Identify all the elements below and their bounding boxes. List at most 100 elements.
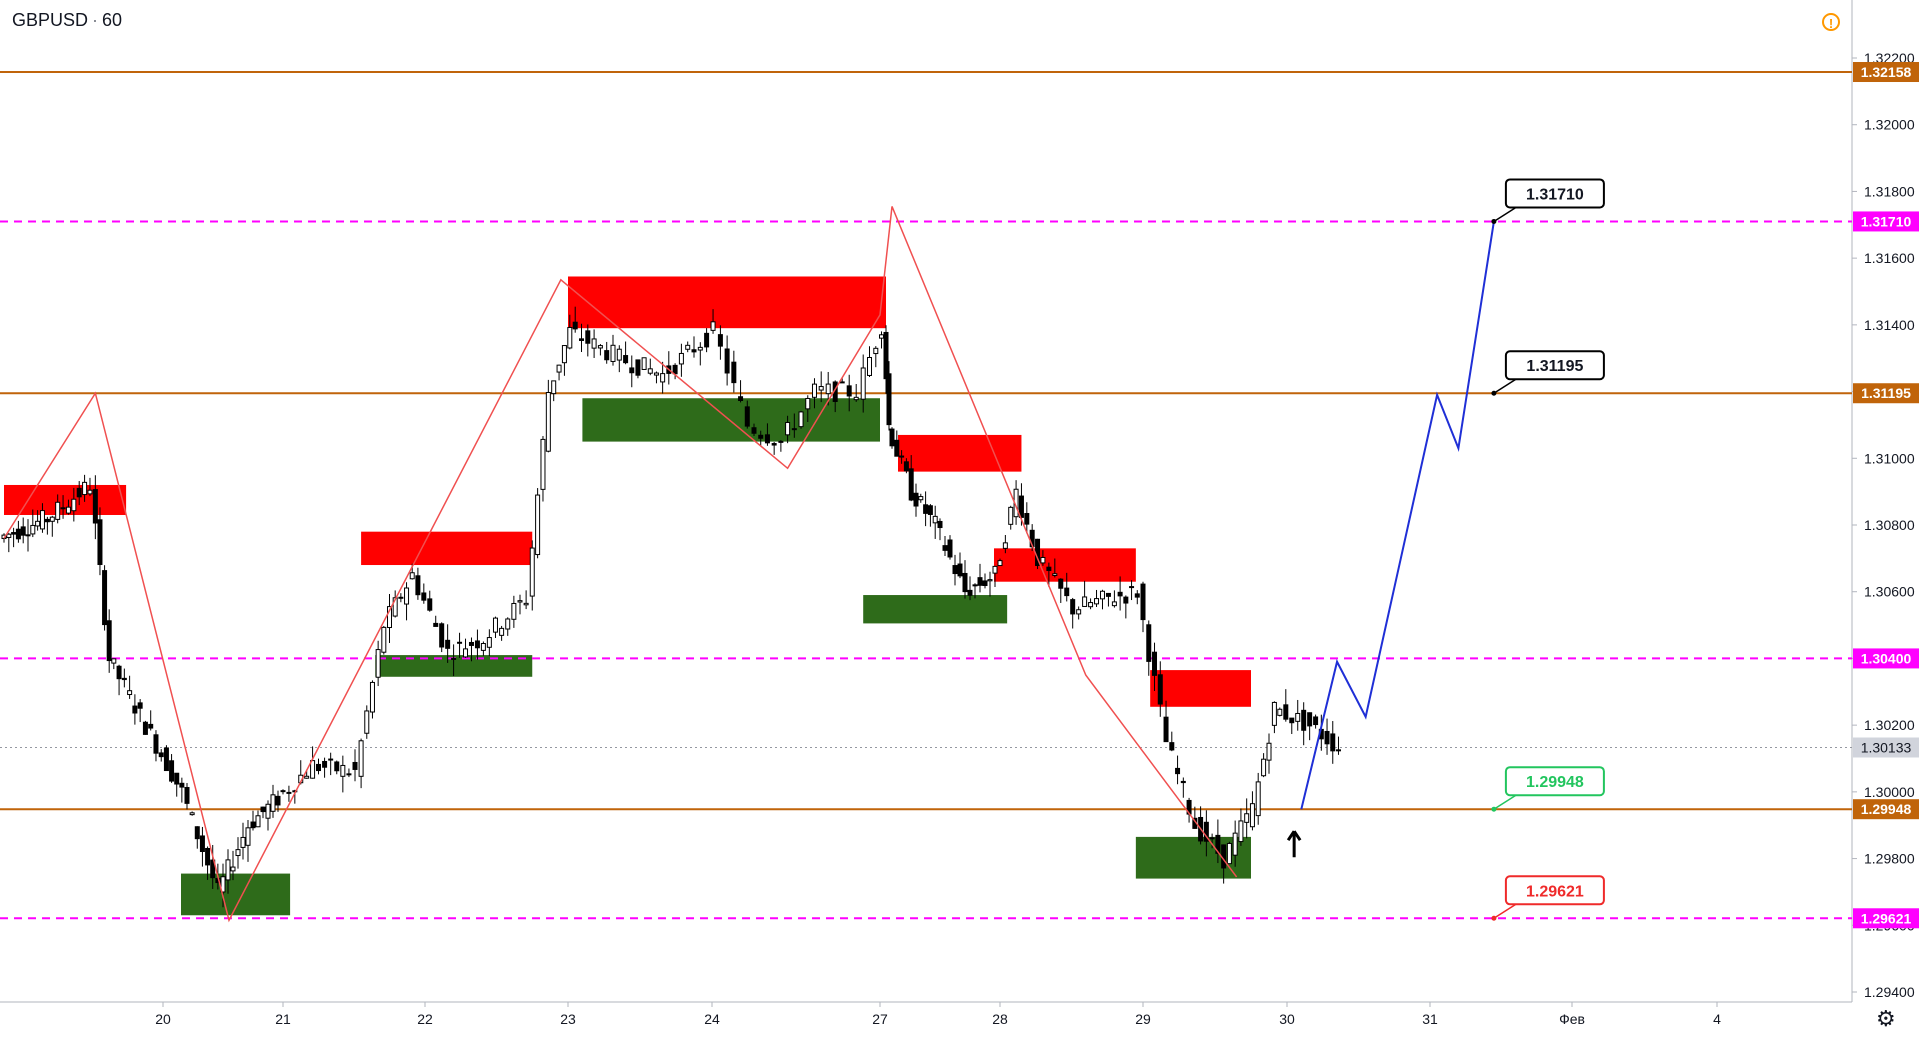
candle-body [137,702,143,709]
gear-icon[interactable]: ⚙ [1876,1006,1896,1031]
candle-body [316,763,321,772]
candle-body [913,492,919,507]
candle-body [1018,495,1024,518]
candle-body [967,589,973,596]
candle-body [1301,709,1307,731]
candle-body [82,481,88,496]
candle-body [629,367,635,374]
candle-body [942,545,948,551]
x-tick-label: 29 [1135,1011,1151,1027]
candle-body [1157,674,1163,705]
callout-box[interactable] [1504,178,1605,209]
price-axis-level-tag [1853,908,1919,929]
candle-body [121,677,127,681]
candle-body [1324,730,1330,745]
price-axis-level-label: 1.31195 [1861,385,1911,401]
callout-leader [1493,206,1517,223]
x-tick-label: 21 [275,1011,291,1027]
candle-body [738,396,744,401]
candle-body [174,772,180,785]
candle-body [591,338,597,349]
candle-body [1232,832,1238,856]
callout-box[interactable] [1504,766,1605,797]
candle-body [398,596,404,599]
projection-path[interactable] [1300,221,1495,810]
candle-body [846,385,852,397]
candle-body [158,752,164,758]
y-tick-label: 1.30200 [1864,717,1915,733]
arrow-up-icon [1286,830,1302,858]
candle-body [1058,578,1064,589]
candle-body [1070,599,1076,615]
candle-body [205,847,211,866]
candle-body [322,760,328,768]
candle-body [328,758,334,761]
candle-body [825,383,831,395]
candle-body [873,347,879,355]
candle-body [1140,583,1146,621]
candle-body [194,826,200,840]
candle-body [997,560,1003,567]
candle-body [1146,624,1152,662]
candle-body [623,355,629,364]
candle-body [717,334,723,347]
candle-body [409,572,415,580]
symbol-header[interactable]: GBPUSD · 60 [12,10,123,30]
callout-box[interactable] [1504,350,1605,381]
candle-body [1261,758,1267,777]
candle-body [199,835,205,852]
candle-body [572,321,578,330]
callout-box[interactable] [1504,875,1605,906]
candle-body [1289,717,1295,724]
candle-body [352,761,358,770]
candle-body [685,344,691,350]
demand-zone [863,595,1008,624]
candle-body [20,526,26,536]
candle-body [1123,596,1129,604]
candle-body [230,866,236,872]
candle-body [1313,716,1319,726]
exclamation-circle-icon[interactable]: ! [1822,13,1840,31]
candle-body [697,346,703,351]
candle-body [49,516,55,522]
supply-zone [361,531,533,566]
symbol-name: GBPUSD [12,10,89,30]
candle-body [987,579,993,582]
candle-body [1283,704,1289,720]
candle-body [189,812,195,816]
candle-body [879,334,884,339]
candle-body [486,637,492,648]
candle-body [672,364,678,375]
candle-body [778,440,784,443]
candle-body [710,321,716,331]
candle-body [1215,834,1221,854]
candle-body [1064,587,1070,597]
price-axis-level-label: 1.30400 [1861,650,1912,666]
candle-body [210,859,216,879]
candle-body [280,790,286,793]
x-tick-label: 20 [155,1011,171,1027]
candle-body [937,520,943,529]
candle-body [127,690,133,696]
candle-body [918,496,924,501]
candle-body [1040,556,1046,564]
candle-body [25,534,31,537]
candle-body [39,510,45,530]
candle-body [76,487,82,498]
candle-body [1330,733,1336,752]
candle-body [1117,591,1123,597]
candle-body [1105,592,1111,597]
candle-body [932,515,938,524]
candle-body [392,597,398,617]
candle-body [1134,593,1140,598]
candle-body [610,344,616,362]
candle-body [561,345,567,364]
candle-body [169,760,175,782]
x-tick-label: 24 [704,1011,720,1027]
zigzag-line[interactable] [3,206,1238,923]
candle-body [358,740,364,777]
candle-body [704,332,710,348]
price-axis-level-tag [1853,799,1919,820]
candle-body [255,815,261,828]
